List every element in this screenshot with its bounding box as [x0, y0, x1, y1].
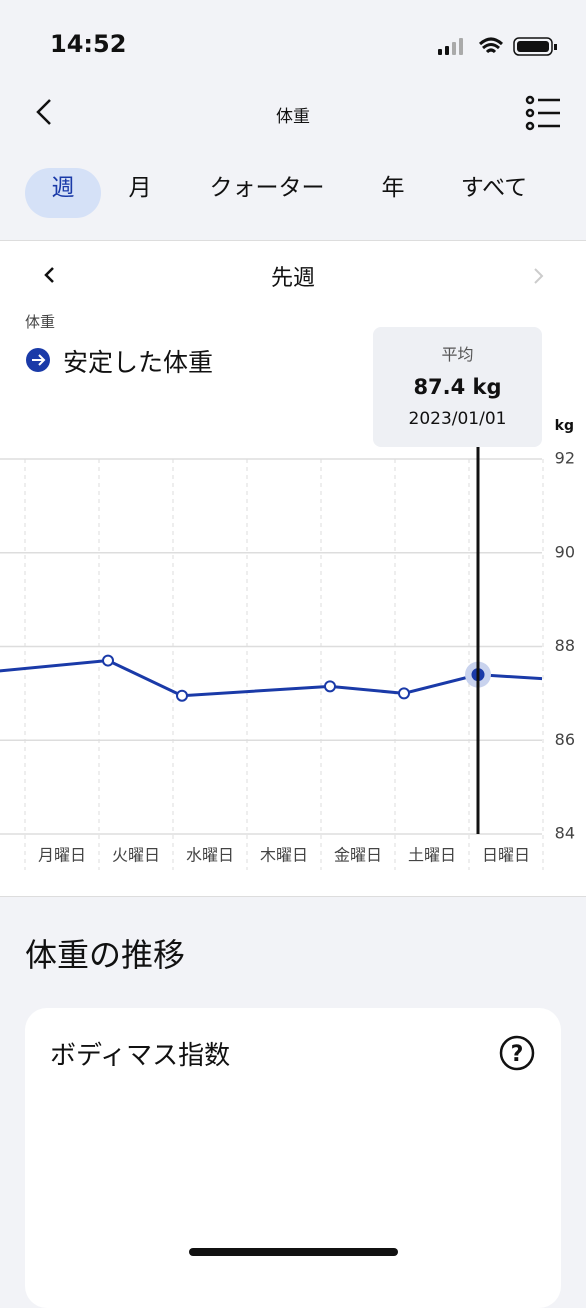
x-tick-label: 月曜日 [38, 846, 86, 865]
point [398, 687, 410, 700]
y-tick-label: 90 [555, 542, 575, 561]
tooltip-title: 平均 [441, 345, 474, 364]
x-tick-label: 金曜日 [334, 846, 382, 865]
y-tick-label: 86 [555, 730, 575, 749]
point [176, 689, 188, 702]
svg-text:?: ? [511, 1042, 524, 1067]
tooltip: 平均 87.4 kg 2023/01/01 [373, 327, 542, 447]
x-tick-label: 土曜日 [408, 846, 456, 865]
tooltip-value: 87.4 kg [413, 375, 502, 399]
tab[interactable]: 週 [25, 168, 101, 218]
week-label: 先週 [270, 266, 315, 291]
home-indicator [189, 1248, 398, 1256]
point [547, 674, 557, 684]
screen: 14:52 体重 週 月 クォーター 年 すべて 先週 体重 安定した体重 平均 87.… [0, 30, 586, 1308]
point [102, 654, 114, 667]
nav-title: 体重 [276, 107, 310, 127]
tab[interactable]: 月 [128, 175, 152, 201]
status-time: 14:52 [50, 30, 127, 58]
y-tick-label: 88 [555, 636, 575, 655]
plot [0, 654, 557, 702]
tab[interactable]: クォーター [209, 175, 325, 201]
next-week[interactable] [530, 264, 548, 288]
x-tick-label: 水曜日 [186, 846, 234, 865]
x-tick-label: 日曜日 [482, 846, 530, 865]
legend-icon [26, 348, 50, 372]
section-title: 体重の推移 [25, 936, 186, 974]
back-button[interactable] [30, 96, 60, 128]
prev-week[interactable] [40, 262, 60, 288]
bmi-card [25, 1008, 561, 1308]
status-icons [438, 37, 557, 56]
y-tick-label: 92 [555, 449, 575, 468]
y-unit: kg [555, 418, 574, 434]
list-button[interactable] [524, 95, 562, 131]
bmi-title: ボディマス指数 [50, 1041, 231, 1071]
point [324, 680, 336, 693]
x-tick-label: 木曜日 [260, 846, 308, 865]
legend-label: 安定した体重 [63, 348, 214, 377]
x-tick-label: 火曜日 [112, 846, 160, 865]
chart: 日月曜日火曜日水曜日木曜日金曜日土曜日日曜日8486889092kg [0, 418, 575, 870]
chart-label: 体重 [25, 313, 56, 331]
tab[interactable]: すべて [460, 175, 528, 201]
y-tick-label: 84 [555, 824, 575, 843]
tooltip-date: 2023/01/01 [408, 409, 507, 429]
help-button[interactable]: ? [499, 1035, 535, 1071]
tab[interactable]: 年 [381, 175, 405, 201]
